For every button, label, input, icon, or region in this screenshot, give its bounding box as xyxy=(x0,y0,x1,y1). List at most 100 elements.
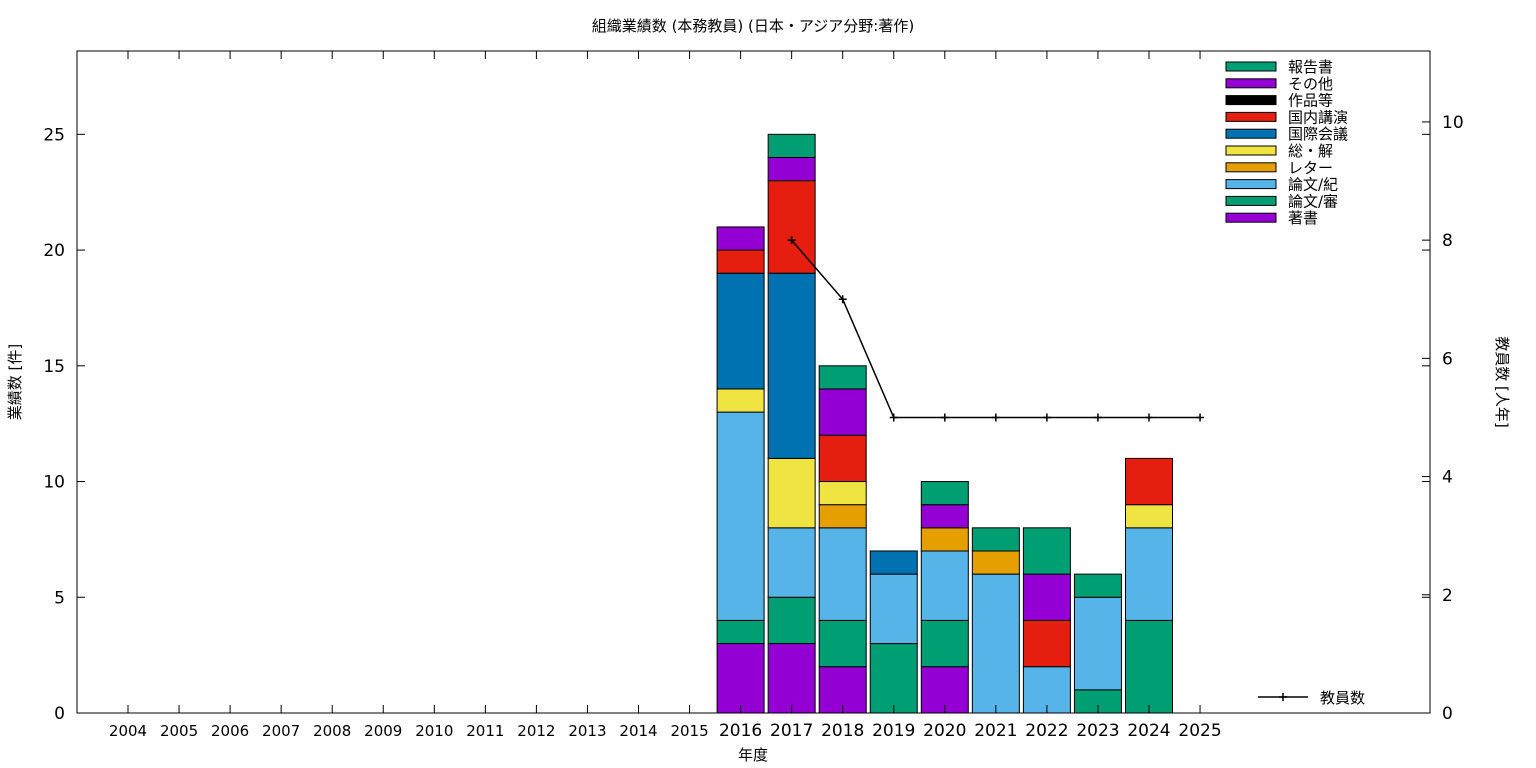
x-tick-label: 2006 xyxy=(211,722,249,740)
bar-segment xyxy=(971,573,1020,714)
bar-segment xyxy=(1073,573,1122,598)
bar-segment xyxy=(767,527,816,598)
faculty-count-point xyxy=(1196,413,1205,422)
x-tick-label: 2017 xyxy=(770,721,813,741)
bar-segment xyxy=(716,272,765,390)
x-tick-label: 2021 xyxy=(974,721,1017,741)
legend-swatch xyxy=(1225,78,1277,89)
faculty-count-point xyxy=(1042,413,1051,422)
y-tick-label: 20 xyxy=(43,241,65,261)
legend-swatch xyxy=(1225,61,1277,72)
plot-frame xyxy=(76,50,1431,714)
legend-label: 報告書 xyxy=(1288,58,1333,76)
legend-swatch xyxy=(1225,145,1277,156)
bar-segment xyxy=(767,457,816,529)
y2-axis-label: 教員数 [人年] xyxy=(1493,336,1511,427)
legend-swatch xyxy=(1225,95,1277,106)
faculty-count-point xyxy=(940,413,949,422)
legend-label: 論文/紀 xyxy=(1288,176,1338,194)
x-tick-label: 2014 xyxy=(619,722,657,740)
y2-tick-label: 10 xyxy=(1442,113,1464,133)
bar-segment xyxy=(818,619,867,668)
x-tick-label: 2016 xyxy=(719,721,762,741)
x-tick-label: 2018 xyxy=(821,721,864,741)
x-axis-label: 年度 xyxy=(738,746,768,764)
bar-segment xyxy=(869,573,918,645)
bar-segment xyxy=(920,527,969,552)
faculty-count-point xyxy=(1093,413,1102,422)
faculty-count-point xyxy=(1145,413,1153,422)
legend-line-marker xyxy=(1279,693,1287,701)
bar-segment xyxy=(920,550,969,621)
y-tick-label: 15 xyxy=(43,357,65,377)
bar-segment xyxy=(920,619,969,668)
bar-segment xyxy=(716,643,765,714)
faculty-count-point xyxy=(889,413,898,422)
legend-label: 総・解 xyxy=(1288,142,1333,160)
legend-label: 国際会議 xyxy=(1288,125,1348,143)
legend-label: 国内講演 xyxy=(1288,108,1348,126)
bar-segment xyxy=(716,619,765,645)
bar-segment xyxy=(1125,527,1173,621)
bar-segment xyxy=(767,156,816,182)
bar-segment xyxy=(818,388,867,436)
legend-label: 作品等 xyxy=(1288,92,1333,110)
bar-segment xyxy=(1073,596,1122,691)
x-tick-label: 2008 xyxy=(313,722,351,740)
bar-segment xyxy=(767,643,816,714)
bar-segment xyxy=(1125,457,1173,506)
bar-segment xyxy=(1125,504,1173,529)
x-tick-label: 2022 xyxy=(1025,721,1068,741)
x-tick-label: 2012 xyxy=(517,722,555,740)
y2-tick-label: 4 xyxy=(1442,468,1453,488)
bar-segment xyxy=(920,504,969,529)
legend-label: 論文/審 xyxy=(1288,192,1338,210)
y2-tick-label: 8 xyxy=(1442,231,1453,251)
bar-segment xyxy=(767,133,816,158)
x-tick-label: 2011 xyxy=(466,722,504,740)
legend-swatch xyxy=(1225,179,1277,190)
x-tick-label: 2023 xyxy=(1076,721,1119,741)
bar-segment xyxy=(716,249,765,274)
x-tick-label: 2009 xyxy=(364,722,402,740)
bar-segment xyxy=(767,272,816,459)
x-tick-label: 2013 xyxy=(568,722,606,740)
x-tick-label: 2025 xyxy=(1178,721,1221,741)
legend-label: 著書 xyxy=(1288,209,1318,227)
legend-label: レター xyxy=(1288,159,1333,177)
bar-segment xyxy=(818,527,867,621)
chart-title: 組織業績数 (本務教員) (日本・アジア分野:著作) xyxy=(592,17,914,35)
legend-label-line: 教員数 xyxy=(1320,689,1365,707)
bar-segment xyxy=(971,527,1020,552)
x-tick-label: 2004 xyxy=(109,722,147,740)
faculty-count-point xyxy=(838,295,847,304)
legend-swatch xyxy=(1225,111,1277,122)
bar-segment xyxy=(1022,527,1071,575)
bar-segment xyxy=(818,434,867,483)
bar-segment xyxy=(818,504,867,529)
bar-segment xyxy=(920,481,969,506)
y-tick-label: 0 xyxy=(54,704,65,724)
y-tick-label: 25 xyxy=(43,125,65,145)
x-tick-label: 2010 xyxy=(415,722,453,740)
y-tick-label: 5 xyxy=(54,588,65,608)
bar-segment xyxy=(1022,573,1071,621)
bar-segment xyxy=(1125,619,1173,714)
bar-segment xyxy=(869,550,918,575)
x-tick-label: 2024 xyxy=(1127,721,1170,741)
x-tick-label: 2005 xyxy=(160,722,198,740)
x-tick-label: 2019 xyxy=(872,721,915,741)
y-axis-label: 業績数 [件] xyxy=(6,344,24,420)
faculty-count-point xyxy=(787,236,796,245)
bar-segment xyxy=(1022,619,1071,668)
bar-segment xyxy=(767,596,816,645)
legend-label: その他 xyxy=(1288,75,1333,93)
faculty-count-point xyxy=(991,413,1000,422)
legend-swatch xyxy=(1225,195,1277,206)
y-tick-label: 10 xyxy=(43,473,65,493)
legend-swatch xyxy=(1225,128,1277,139)
bar-segment xyxy=(869,643,918,714)
y2-tick-label: 6 xyxy=(1442,349,1453,369)
